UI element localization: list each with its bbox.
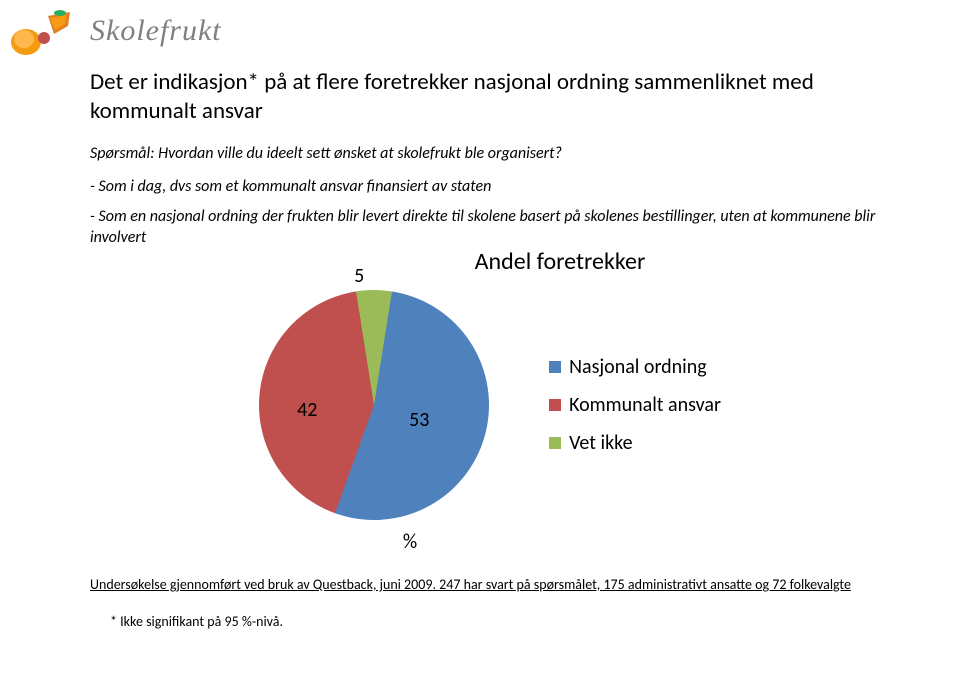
brand-logo: Skolefrukt <box>0 0 232 62</box>
chart-area: 53 42 5 Nasjonal ordning Kommunalt ansva… <box>90 290 890 520</box>
significance-note: * Ikke signifikant på 95 %-nivå. <box>110 613 890 630</box>
survey-footnote: Undersøkelse gjennomført ved bruk av Que… <box>90 576 890 593</box>
chart-title: Andel foretrekker <box>230 247 890 276</box>
option-b: - Som en nasjonal ordning der frukten bl… <box>90 207 890 249</box>
legend-swatch-1 <box>549 399 561 411</box>
chart-legend: Nasjonal ordning Kommunalt ansvar Vet ik… <box>549 355 721 455</box>
fruit-icon <box>10 6 80 56</box>
pie-chart: 53 42 5 <box>259 290 489 520</box>
legend-label-0: Nasjonal ordning <box>569 355 707 379</box>
unit-label: % <box>0 530 890 554</box>
legend-label-1: Kommunalt ansvar <box>569 393 721 417</box>
slice-label-1: 42 <box>297 398 317 422</box>
survey-question: Spørsmål: Hvordan ville du ideelt sett ø… <box>90 144 890 163</box>
slide-title: Det er indikasjon* på at flere foretrekk… <box>90 68 890 126</box>
legend-item-2: Vet ikke <box>549 431 721 455</box>
legend-item-1: Kommunalt ansvar <box>549 393 721 417</box>
slice-label-0: 53 <box>409 408 429 432</box>
legend-swatch-0 <box>549 361 561 373</box>
legend-swatch-2 <box>549 437 561 449</box>
brand-name: Skolefrukt <box>90 14 222 48</box>
slice-label-2: 5 <box>354 264 364 288</box>
legend-item-0: Nasjonal ordning <box>549 355 721 379</box>
legend-label-2: Vet ikke <box>569 431 633 455</box>
option-a: - Som i dag, dvs som et kommunalt ansvar… <box>90 177 890 198</box>
